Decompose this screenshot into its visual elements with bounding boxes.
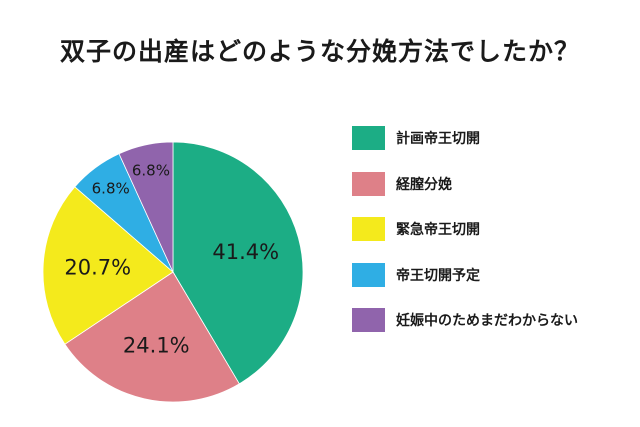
legend-swatch-3	[352, 262, 385, 287]
pie-slice-2	[42, 186, 174, 345]
legend-label-1: 経膣分娩	[396, 176, 452, 193]
slice-label-4: 6.8%	[132, 161, 170, 179]
legend-swatch-2	[352, 217, 385, 241]
pie-slice-4	[118, 141, 174, 273]
legend-swatch-1	[352, 171, 385, 196]
legend-label-4: 妊娠中のためまだわからない	[396, 313, 578, 329]
pie-slice-0	[172, 141, 304, 385]
legend-label-2: 緊急帝王切開	[396, 222, 480, 238]
legend-item-3: 帝王切開予定	[352, 262, 578, 288]
pie-slice-1	[64, 271, 240, 403]
legend-item-1: 経膣分娩	[352, 171, 578, 197]
chart-title: 双子の出産はどのような分娩方法でしたか？	[59, 37, 580, 66]
legend-label-0: 計画帝王切開	[396, 131, 480, 147]
slice-label-2: 20.7%	[64, 255, 131, 279]
legend-swatch-0	[352, 126, 385, 150]
legend: 計画帝王切開 経膣分娩緊急帝王切開 帝王切開予定妊娠中のためまだわからない	[352, 125, 578, 353]
slice-label-1: 24.1%	[123, 334, 190, 358]
slice-label-0: 41.4%	[212, 240, 279, 264]
legend-swatch-4	[352, 308, 385, 332]
legend-label-3: 帝王切開予定	[396, 267, 480, 284]
slice-label-3: 6.8%	[92, 180, 130, 198]
legend-item-4: 妊娠中のためまだわからない	[352, 307, 578, 333]
legend-item-0: 計画帝王切開	[352, 125, 578, 151]
legend-item-2: 緊急帝王切開	[352, 216, 578, 242]
